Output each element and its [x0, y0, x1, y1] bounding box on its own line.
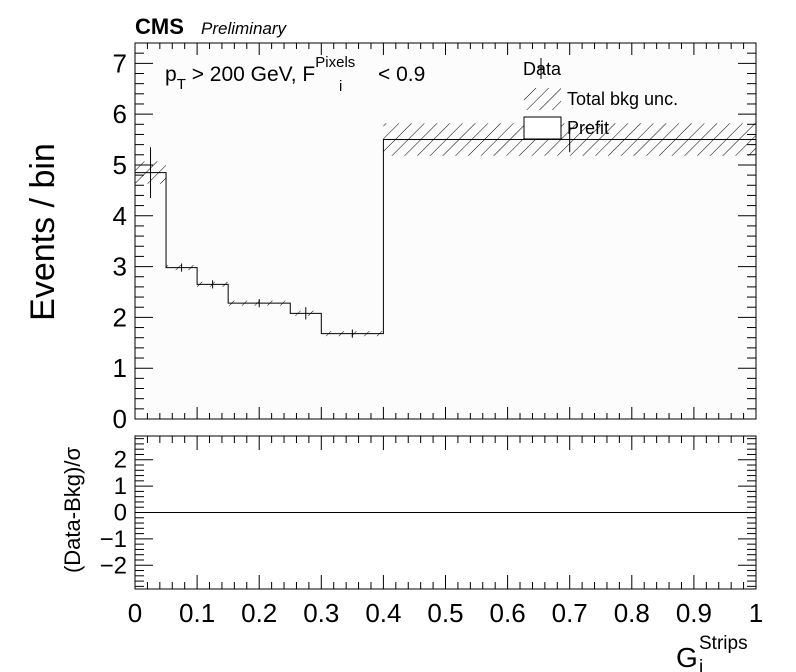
- main-panel: 0 1 2 3 4 5 6 7: [113, 42, 757, 434]
- main-frame: [134, 42, 757, 420]
- x-tick-label: 0.4: [365, 598, 401, 628]
- y-tick-label: 1: [113, 353, 127, 383]
- prefit-step-line: [135, 139, 757, 419]
- y-tick-label: 7: [113, 48, 127, 78]
- legend-prefit-swatch: [523, 116, 562, 140]
- x-axis-title-superscript: Strips: [699, 633, 748, 654]
- x-tick-label: 0.7: [552, 598, 588, 628]
- main-marks: [135, 123, 757, 419]
- y-tick-label: 3: [113, 252, 127, 282]
- f-cut-text: < 0.9: [378, 63, 425, 86]
- main-plot-background: [135, 43, 756, 419]
- pt-subscript: T: [177, 76, 186, 93]
- x-axis-title: G: [676, 642, 698, 672]
- ratio-frame: [134, 435, 757, 590]
- ratio-y-tick-label: 2: [114, 447, 127, 474]
- legend-prefit-label: Prefit: [567, 118, 609, 138]
- y-tick-label: 0: [113, 404, 127, 434]
- y-tick-label: 6: [113, 99, 127, 129]
- pt-cut-text: > 200 GeV, F: [186, 63, 315, 86]
- x-tick-label: 0.9: [676, 598, 712, 628]
- cms-label: CMS: [135, 14, 184, 39]
- f-subscript: i: [339, 78, 342, 95]
- x-tick-label: 0.3: [303, 598, 339, 628]
- x-tick-label: 0.8: [614, 598, 650, 628]
- ratio-y-tick-label: 1: [114, 473, 127, 500]
- x-axis-title-subscript: i: [699, 657, 703, 672]
- preliminary-label: Preliminary: [201, 19, 288, 38]
- x-tick-label: 0.6: [490, 598, 526, 628]
- legend-unc-label: Total bkg unc.: [567, 89, 678, 109]
- x-tick-label: 0.5: [427, 598, 463, 628]
- ratio-y-tick-label: −1: [100, 526, 127, 553]
- main-axes: 0 1 2 3 4 5 6 7: [113, 42, 757, 434]
- x-tick-label: 0: [128, 598, 142, 628]
- ratio-y-tick-label: 0: [114, 500, 127, 527]
- legend: Data Total bkg unc. Prefit: [523, 58, 678, 140]
- selection-annotation: pT > 200 GeV, FPixels: [165, 54, 355, 93]
- y-tick-label: 4: [113, 201, 127, 231]
- legend-unc-swatch: [524, 88, 561, 110]
- legend-data-label: Data: [523, 59, 562, 79]
- x-axis-title-main: G: [676, 642, 698, 672]
- pt-symbol: p: [165, 63, 177, 86]
- ratio-y-tick-label: −2: [100, 552, 127, 579]
- ratio-ylabel: (Data-Bkg)/σ: [60, 447, 85, 573]
- f-superscript: Pixels: [315, 54, 355, 71]
- x-tick-label: 0.2: [241, 598, 277, 628]
- x-tick-label: 1: [749, 598, 763, 628]
- y-tick-label: 5: [113, 150, 127, 180]
- y-tick-label: 2: [113, 302, 127, 332]
- x-tick-label: 0.1: [179, 598, 215, 628]
- main-ylabel: Events / bin: [24, 143, 62, 321]
